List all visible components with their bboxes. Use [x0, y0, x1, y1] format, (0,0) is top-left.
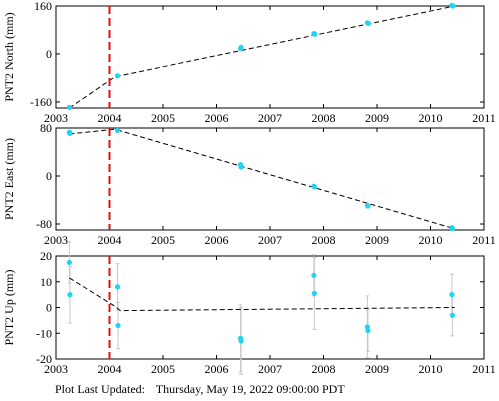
y-tick-label: -20	[36, 352, 52, 366]
data-point	[67, 292, 72, 297]
fit-line	[69, 129, 454, 229]
x-tick-label: 2006	[205, 233, 229, 247]
x-tick-label: 2009	[365, 111, 389, 125]
x-tick-label: 2007	[258, 233, 282, 247]
x-tick-label: 2010	[419, 111, 443, 125]
y-tick-label: -10	[36, 326, 52, 340]
x-tick-label: 2008	[312, 233, 336, 247]
x-tick-label: 2005	[151, 233, 175, 247]
y-axis-label: PNT2 Up (mm)	[2, 270, 16, 346]
x-tick-label: 2010	[419, 233, 443, 247]
data-point	[67, 105, 72, 110]
x-tick-label: 2010	[419, 362, 443, 376]
x-tick-label: 2008	[312, 111, 336, 125]
data-point	[449, 292, 454, 297]
data-point	[450, 313, 455, 318]
data-point	[311, 273, 316, 278]
y-axis-label: PNT2 North (mm)	[2, 12, 16, 101]
x-tick-label: 2005	[151, 362, 175, 376]
x-tick-label: 2007	[258, 362, 282, 376]
plot-frame	[56, 6, 484, 108]
footer-timestamp: Thursday, May 19, 2022 09:00:00 PDT	[156, 382, 345, 396]
data-point	[67, 131, 72, 136]
x-tick-label: 2007	[258, 111, 282, 125]
y-tick-label: 0	[46, 169, 52, 183]
y-tick-label: -160	[30, 95, 52, 109]
plot-frame	[56, 128, 484, 230]
x-tick-label: 2004	[98, 233, 122, 247]
y-tick-label: 10	[40, 275, 52, 289]
x-tick-label: 2005	[151, 111, 175, 125]
x-tick-label: 2006	[205, 362, 229, 376]
data-point	[312, 32, 317, 37]
panel-2: 2003 2004 2005 2006 2007 2008 2009 2010 2011 80 0 -…	[2, 121, 496, 247]
y-tick-label: -80	[36, 217, 52, 231]
data-point	[312, 291, 317, 296]
plot-footer: Plot Last Updated: Thursday, May 19, 202…	[55, 382, 353, 397]
x-tick-label: 2004	[98, 362, 122, 376]
data-point	[115, 128, 120, 133]
x-tick-label: 2011	[472, 233, 496, 247]
y-tick-label: 0	[46, 301, 52, 315]
y-tick-label: 0	[46, 47, 52, 61]
y-tick-label: 20	[40, 249, 52, 263]
data-point	[365, 328, 370, 333]
panel-3: 2003 2004 2005 2006 2007 2008 2009 2010 20112010…	[2, 242, 496, 376]
y-tick-label: 80	[40, 121, 52, 135]
x-tick-label: 2004	[98, 111, 122, 125]
data-point	[450, 226, 455, 231]
x-tick-label: 2008	[312, 362, 336, 376]
data-point	[450, 3, 455, 8]
data-point	[115, 73, 120, 78]
data-point	[239, 338, 244, 343]
x-tick-label: 2009	[365, 233, 389, 247]
data-point	[115, 323, 120, 328]
y-tick-label: 160	[34, 0, 52, 13]
data-point	[115, 284, 120, 289]
data-point	[67, 260, 72, 265]
y-axis-label: PNT2 East (mm)	[2, 138, 16, 220]
footer-label: Plot Last Updated:	[55, 382, 145, 396]
fit-line	[69, 6, 454, 108]
x-tick-label: 2003	[44, 233, 68, 247]
data-point	[366, 21, 371, 26]
data-point	[312, 184, 317, 189]
panel-1: 2003 2004 2005 2006 2007 2008 2009 2010 20111600…	[2, 0, 496, 125]
data-point	[239, 45, 244, 50]
x-tick-label: 2009	[365, 362, 389, 376]
x-tick-label: 2011	[472, 362, 496, 376]
fit-line	[69, 278, 454, 311]
data-point	[239, 164, 244, 169]
x-tick-label: 2006	[205, 111, 229, 125]
data-point	[365, 203, 370, 208]
x-tick-label: 2011	[472, 111, 496, 125]
